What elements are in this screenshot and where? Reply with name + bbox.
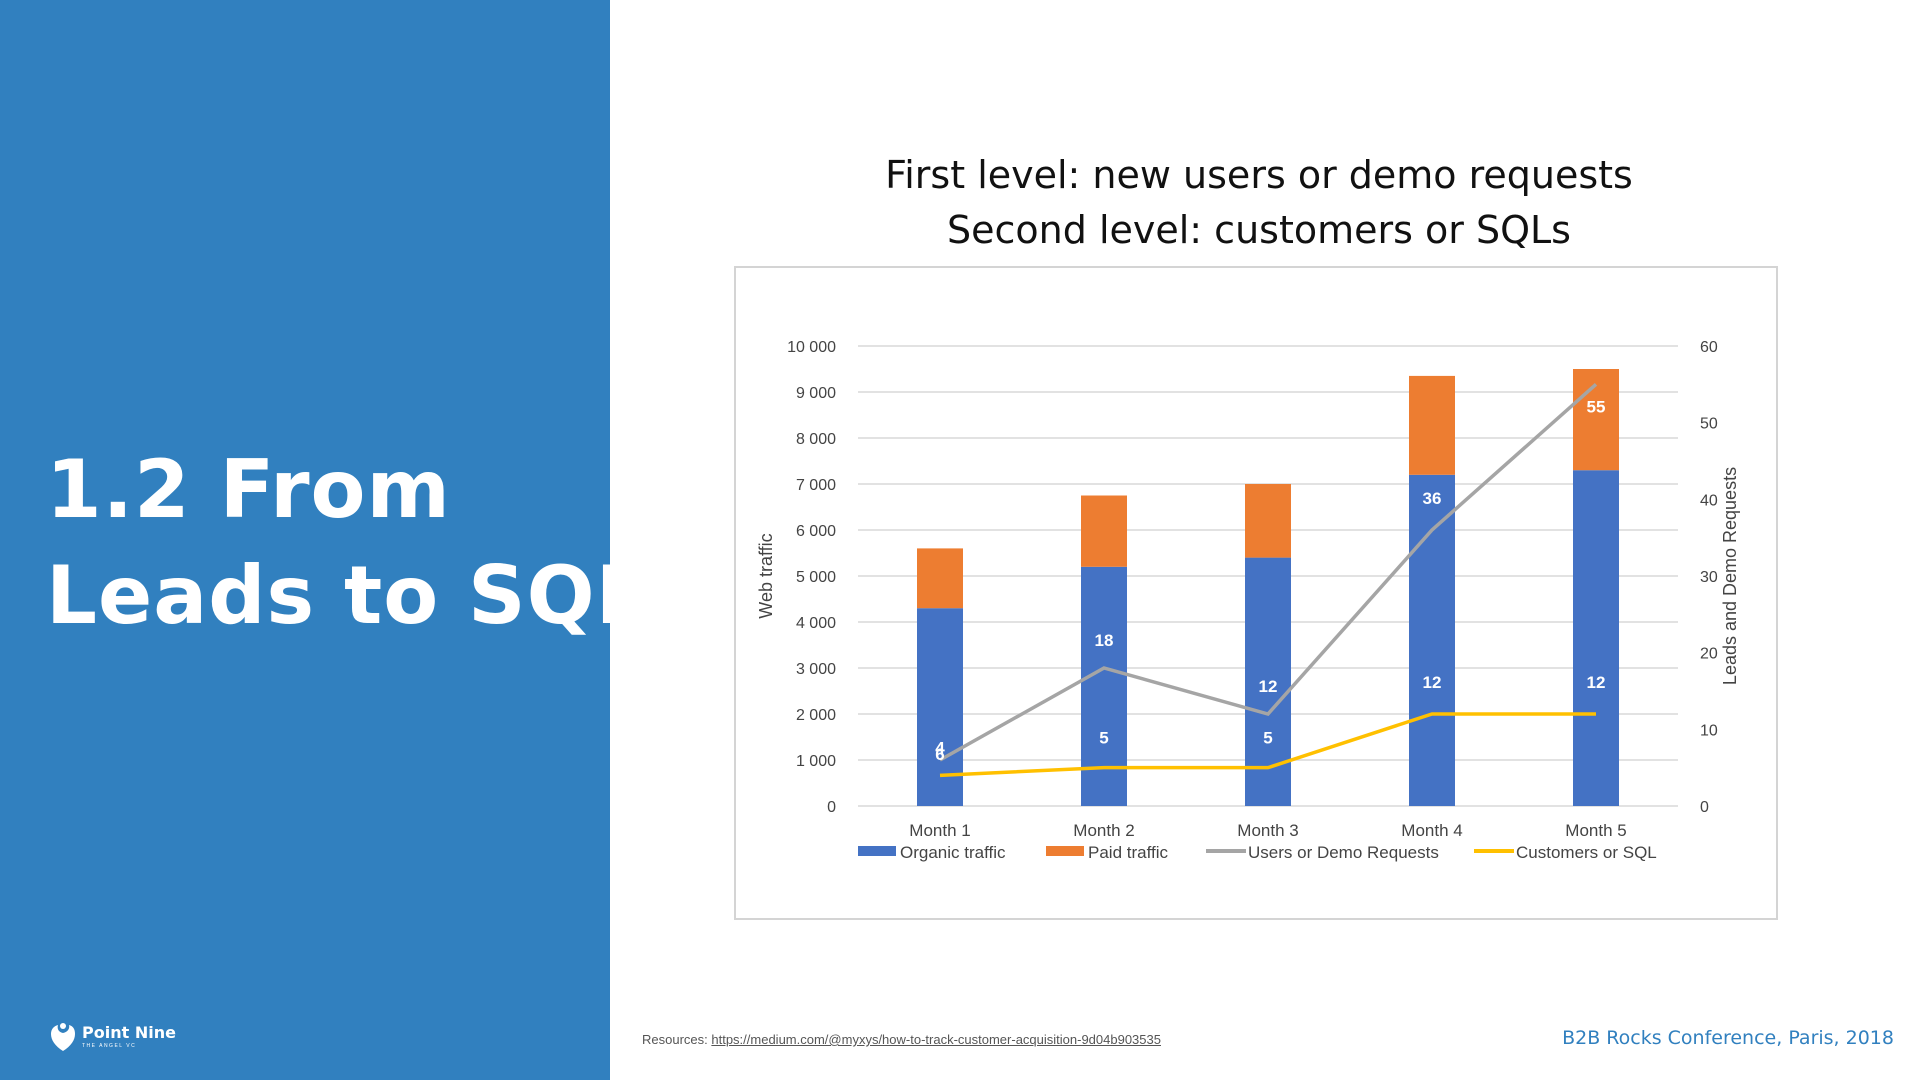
- legend-label: Organic traffic: [900, 843, 1006, 862]
- y2-tick-label: 50: [1700, 416, 1718, 433]
- data-label-customers: 5: [1263, 729, 1272, 748]
- bar-organic-traffic: [1245, 557, 1291, 806]
- y-tick-label: 2 000: [796, 707, 836, 724]
- data-label-customers: 4: [935, 738, 945, 757]
- y-tick-label: 0: [827, 799, 836, 816]
- series-line-customers: [939, 712, 1596, 778]
- logo-tagline: THE ANGEL VC: [82, 1043, 137, 1049]
- bar-organic-traffic: [1573, 470, 1619, 806]
- bar-paid-traffic: [917, 548, 963, 609]
- legend-swatch: [1046, 846, 1084, 856]
- resources-label: Resources:: [642, 1032, 708, 1047]
- y-tick-label: 10 000: [787, 339, 836, 356]
- x-tick-label: Month 2: [1073, 821, 1134, 840]
- data-label-customers: 5: [1099, 729, 1108, 748]
- point-nine-logo-icon: [51, 1023, 75, 1051]
- x-tick-label: Month 5: [1565, 821, 1626, 840]
- y2-tick-label: 10: [1700, 722, 1718, 739]
- chart-title: First level: new users or demo requests …: [735, 148, 1783, 258]
- left-panel: 1.2 From Leads to SQLs Point Nine THE AN…: [0, 0, 697, 1080]
- bar-paid-traffic: [1081, 495, 1127, 567]
- chart-title-line-2: Second level: customers or SQLs: [947, 208, 1571, 252]
- y-tick-label: 8 000: [796, 431, 836, 448]
- legend-label: Users or Demo Requests: [1248, 843, 1439, 862]
- y2-tick-label: 30: [1700, 569, 1718, 586]
- data-label-users: 55: [1587, 397, 1606, 416]
- data-label-customers: 12: [1587, 673, 1606, 692]
- y2-tick-label: 0: [1700, 799, 1709, 816]
- chart-title-line-1: First level: new users or demo requests: [885, 153, 1633, 197]
- data-label-users: 18: [1095, 631, 1114, 650]
- legend-swatch: [858, 846, 896, 856]
- y2-tick-label: 40: [1700, 492, 1718, 509]
- y-tick-label: 3 000: [796, 661, 836, 678]
- slide-title-line-2: Leads to SQLs: [46, 549, 697, 642]
- x-tick-label: Month 4: [1401, 821, 1462, 840]
- conference-footer: B2B Rocks Conference, Paris, 2018: [1562, 1027, 1894, 1049]
- y-tick-label: 7 000: [796, 477, 836, 494]
- y-tick-label: 4 000: [796, 615, 836, 632]
- y-axis-label: Web traffic: [756, 533, 776, 618]
- chart-frame: 0 1 000 2 000 3 000 4 000 5 000 6 000 7 000 8 00…: [734, 266, 1778, 920]
- bar-organic-traffic: [1409, 474, 1455, 806]
- series-line-users: [939, 383, 1598, 762]
- y-tick-label: 6 000: [796, 523, 836, 540]
- y-tick-label: 1 000: [796, 753, 836, 770]
- point-nine-logo: Point Nine THE ANGEL VC: [50, 1022, 176, 1052]
- y-tick-label: 9 000: [796, 385, 836, 402]
- y2-axis-label: Leads and Demo Requests: [1720, 467, 1740, 685]
- data-label-customers: 12: [1423, 673, 1442, 692]
- slide-title: 1.2 From Leads to SQLs: [46, 437, 697, 649]
- resources-link[interactable]: https://medium.com/@myxys/how-to-track-c…: [711, 1032, 1161, 1047]
- x-tick-label: Month 3: [1237, 821, 1298, 840]
- data-label-users: 12: [1259, 677, 1278, 696]
- y2-tick-label: 60: [1700, 339, 1718, 356]
- data-label-users: 36: [1423, 489, 1442, 508]
- data-label-users: 6: [935, 745, 944, 764]
- y2-tick-label: 20: [1700, 646, 1718, 663]
- bar-paid-traffic: [1245, 484, 1291, 558]
- bar-paid-traffic: [1573, 369, 1619, 471]
- combo-chart: 0 1 000 2 000 3 000 4 000 5 000 6 000 7 000 8 00…: [756, 339, 1740, 862]
- logo-name: Point Nine: [82, 1023, 176, 1042]
- legend-label: Paid traffic: [1088, 843, 1169, 862]
- bar-paid-traffic: [1409, 375, 1455, 475]
- y-tick-label: 5 000: [796, 569, 836, 586]
- resources-note: Resources: https://medium.com/@myxys/how…: [642, 1032, 1161, 1047]
- x-tick-label: Month 1: [909, 821, 970, 840]
- legend-label: Customers or SQL: [1516, 843, 1657, 862]
- slide-title-line-1: 1.2 From: [46, 443, 451, 536]
